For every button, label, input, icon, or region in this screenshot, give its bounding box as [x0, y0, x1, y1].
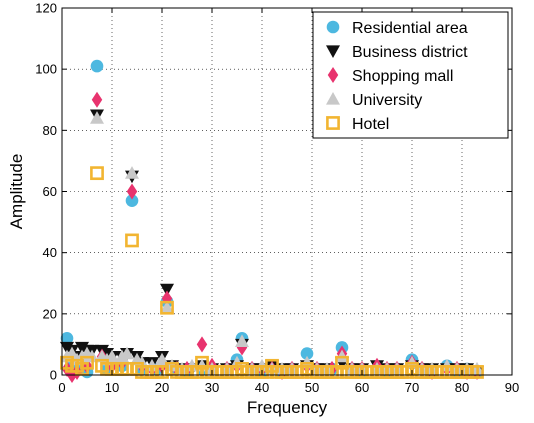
legend-marker	[326, 45, 340, 58]
data-point	[235, 334, 249, 347]
legend-entries: Residential area Business district Shoppin…	[326, 20, 468, 133]
data-point	[60, 332, 74, 345]
y-tick-label: 120	[35, 1, 57, 16]
x-tick-label: 90	[505, 380, 519, 395]
data-point	[125, 233, 139, 248]
legend-entry: Residential area	[326, 20, 468, 37]
x-tick-label: 80	[455, 380, 469, 395]
data-point	[161, 290, 173, 307]
x-tick-label: 10	[105, 380, 119, 395]
y-tick-label: 0	[50, 368, 57, 383]
data-point	[91, 91, 103, 108]
legend-box	[312, 11, 509, 139]
legend-label: Business district	[352, 44, 468, 61]
legend-label: Shopping mall	[352, 68, 453, 85]
x-tick-label: 0	[58, 380, 65, 395]
data-point	[80, 355, 94, 370]
legend-entry: University	[326, 92, 422, 109]
x-tick-label: 40	[255, 380, 269, 395]
legend-label: Hotel	[352, 116, 389, 133]
data-point	[90, 59, 104, 73]
data-point	[120, 346, 134, 360]
x-tick-label: 30	[205, 380, 219, 395]
legend-entry: Business district	[326, 44, 468, 61]
x-tick-label: 70	[405, 380, 419, 395]
axis-ticks: 0 10 20 30 40 50 60 70 80 90 0 20 40 60 80 100 120	[35, 1, 519, 396]
x-axis-label: Frequency	[247, 398, 328, 417]
data-point	[470, 365, 484, 379]
data-point	[300, 347, 314, 360]
data-point	[125, 194, 139, 207]
legend-label: University	[352, 92, 422, 109]
data-point	[236, 339, 248, 356]
data-point	[160, 300, 174, 314]
y-tick-label: 100	[35, 62, 57, 77]
chart-legend: Residential area Business district Shoppin…	[312, 11, 509, 139]
y-tick-label: 80	[43, 123, 57, 138]
y-tick-label: 60	[43, 184, 57, 199]
y-axis-label: Amplitude	[7, 154, 26, 230]
legend-marker	[327, 66, 339, 84]
x-tick-label: 50	[305, 380, 319, 395]
legend-entry: Hotel	[326, 116, 389, 133]
y-tick-label: 40	[43, 245, 57, 260]
data-point	[196, 336, 208, 353]
data-point	[90, 111, 104, 124]
data-point	[160, 300, 174, 315]
x-tick-label: 20	[155, 380, 169, 395]
data-point	[160, 283, 174, 297]
data-point	[126, 183, 138, 200]
legend-entry: Shopping mall	[327, 66, 453, 85]
y-tick-label: 20	[43, 306, 57, 321]
legend-marker	[326, 92, 340, 105]
data-point	[90, 166, 104, 181]
legend-marker	[326, 116, 340, 130]
data-point	[125, 166, 139, 179]
grid-lines	[62, 8, 512, 375]
legend-marker	[326, 20, 340, 34]
data-points	[60, 59, 484, 384]
legend-label: Residential area	[352, 20, 468, 37]
x-tick-label: 60	[355, 380, 369, 395]
